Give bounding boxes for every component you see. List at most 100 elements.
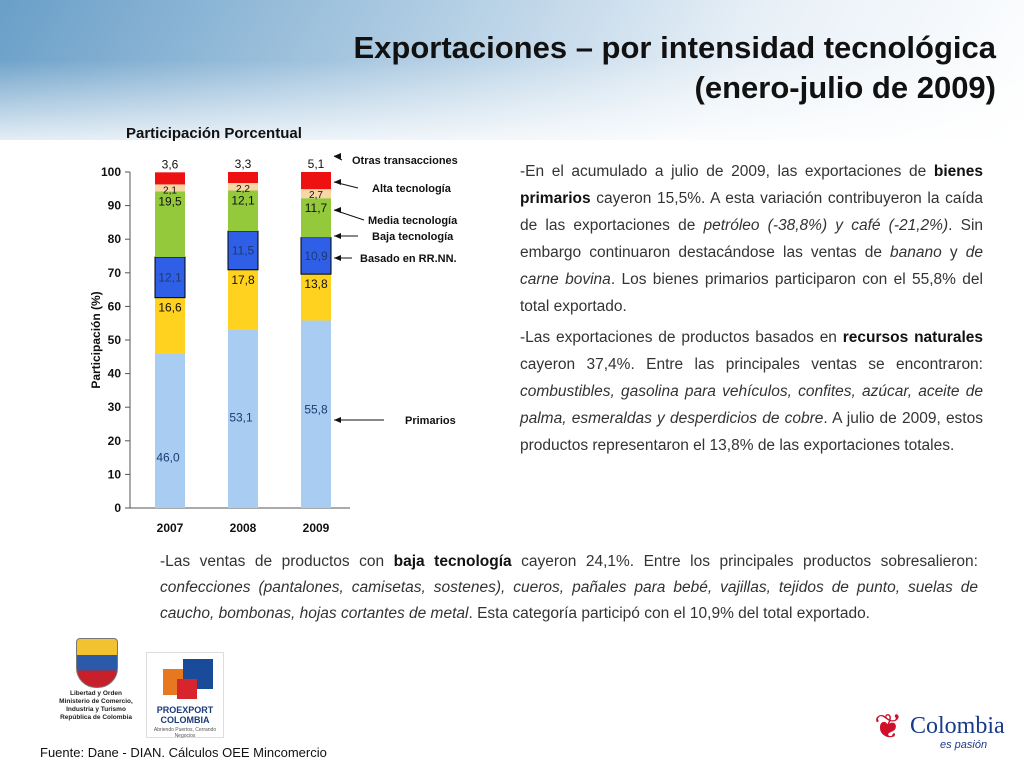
legend-arrow	[333, 155, 343, 161]
bar-segment	[228, 190, 258, 232]
colombia-word: Colombia	[910, 713, 1005, 739]
p1-segment: banano	[890, 244, 942, 261]
y-tick-label: 30	[108, 400, 122, 414]
bar-segment	[301, 274, 331, 321]
heart-icon: ❦	[874, 708, 903, 746]
data-label: 16,6	[158, 301, 182, 315]
y-tick-label: 90	[108, 199, 122, 213]
coat-of-arms-icon	[76, 638, 118, 688]
bar-segment	[154, 256, 186, 299]
data-label: 3,6	[162, 157, 179, 171]
y-axis-label: Participación (%)	[89, 291, 103, 388]
data-label: 17,8	[231, 273, 255, 287]
legend-label: Alta tecnología	[372, 183, 452, 195]
data-label: 2,1	[163, 185, 177, 196]
legend-arrowhead	[334, 417, 341, 423]
data-label: 12,1	[158, 270, 182, 284]
bar-segment	[155, 353, 185, 508]
legend-arrowhead	[334, 255, 341, 261]
bar-segment	[301, 172, 331, 190]
ministry-caption: Libertad y Orden Ministerio de Comercio,…	[59, 690, 133, 721]
p3-segment: . Esta categoría participó con el 10,9% …	[468, 605, 870, 622]
p1-segment: . Los bienes primarios participaron con …	[520, 271, 983, 315]
bar-segment	[155, 172, 185, 185]
data-label: 3,3	[235, 157, 252, 171]
data-label: 19,5	[158, 194, 182, 208]
proexport-name: PROEXPORT COLOMBIA	[156, 705, 214, 725]
y-tick-label: 40	[108, 367, 122, 381]
paragraph-recursos-naturales: -Las exportaciones de productos basados …	[520, 324, 983, 459]
bar-segment	[228, 172, 258, 184]
legend-label: Otras transacciones	[352, 155, 458, 167]
stacked-bar-chart: 0 10 20 30 40 50 60 70 80 90 100 Participación (%) 2…	[89, 153, 458, 535]
legend-arrowhead	[334, 179, 341, 185]
proexport-tagline: Abriendo Puertos, Cerrando Negocios	[153, 727, 217, 739]
legend-arrowhead	[334, 207, 341, 213]
data-label: 2,7	[309, 190, 323, 201]
legend-arrowhead	[334, 153, 341, 159]
bar-segment	[155, 184, 185, 192]
paragraph-primarios: -En el acumulado a julio de 2009, las ex…	[520, 158, 983, 320]
p1-segment: cayeron 15,5%. A esta variación contribu…	[520, 190, 983, 234]
x-tick-label: 2009	[303, 521, 330, 535]
bar-segment	[155, 191, 185, 258]
colombia-tagline: es pasión	[940, 739, 988, 751]
y-tick-label: 50	[108, 333, 122, 347]
y-tick-label: 20	[108, 434, 122, 448]
x-tick-label: 2008	[230, 521, 257, 535]
chart-title: Participación Porcentual	[126, 125, 302, 142]
p1-segment: -En el acumulado a julio de 2009, las ex…	[520, 163, 934, 180]
legend-label: Basado en RR.NN.	[360, 253, 457, 265]
data-label: 55,8	[304, 403, 328, 417]
page-title-line1: Exportaciones – por intensidad tecnológi…	[353, 30, 996, 65]
data-label: 11,7	[305, 201, 328, 215]
data-label: 5,1	[308, 157, 325, 171]
data-label: 2,2	[236, 184, 250, 195]
p1-segment: de carne bovina	[520, 244, 983, 288]
source-note: Fuente: Dane - DIAN. Cálculos OEE Mincom…	[40, 745, 327, 760]
p3-segment: -Las ventas de productos con	[160, 553, 394, 570]
bar-segment	[228, 269, 258, 330]
paragraph-baja-tecnologia: -Las ventas de productos con baja tecnol…	[160, 549, 978, 627]
p1-segment: y	[941, 244, 966, 261]
p3-segment: cayeron 24,1%. Entre los principales pro…	[511, 553, 978, 570]
bar-segment	[228, 183, 258, 191]
bar-segment	[227, 230, 259, 271]
legend-label: Baja tecnología	[372, 231, 454, 243]
y-tick-label: 0	[114, 501, 121, 515]
p3-segment: confecciones (pantalones, camisetas, sos…	[160, 579, 978, 622]
bar-segment	[301, 320, 331, 508]
data-label: 13,8	[304, 277, 328, 291]
data-label: 46,0	[156, 450, 180, 464]
p2-segment: cayeron 37,4%. Entre las principales ven…	[520, 356, 983, 373]
x-tick-label: 2007	[157, 521, 184, 535]
colombia-brand-logo: ❦ Colombia es pasión	[870, 705, 1010, 755]
y-tick-label: 70	[108, 266, 122, 280]
y-tick-label: 10	[108, 467, 122, 481]
data-label: 53,1	[229, 411, 253, 425]
bar-segment	[155, 297, 185, 354]
legend-label: Primarios	[405, 415, 456, 427]
y-tick-label: 80	[108, 232, 122, 246]
p1-segment: petróleo (-38,8%) y café (-21,2%)	[703, 217, 949, 234]
p2-segment: recursos naturales	[842, 329, 983, 346]
page-title: Exportaciones – por intensidad tecnológi…	[353, 28, 996, 108]
bar-segment	[300, 237, 332, 275]
p2-segment: combustibles, gasolina para vehículos, c…	[520, 383, 983, 427]
page-title-line2: (enero-julio de 2009)	[694, 70, 996, 105]
data-label: 11,5	[232, 243, 255, 257]
data-label: 12,1	[231, 193, 255, 207]
y-tick-label: 100	[101, 165, 121, 179]
p1-segment: bienes primarios	[520, 163, 983, 207]
bar-segment	[301, 189, 331, 199]
bar-segment	[228, 329, 258, 508]
p3-segment: baja tecnología	[393, 553, 512, 570]
data-label: 10,9	[304, 249, 328, 263]
proexport-logo: PROEXPORT COLOMBIA Abriendo Puertos, Cer…	[146, 652, 224, 739]
legend-label: Media tecnología	[368, 215, 458, 227]
header-fade	[0, 60, 1024, 160]
bar-segment	[301, 198, 331, 238]
legend-arrowhead	[334, 233, 341, 239]
ministry-logo: Libertad y Orden Ministerio de Comercio,…	[56, 632, 136, 740]
p2-segment: -Las exportaciones de productos basados …	[520, 329, 843, 346]
